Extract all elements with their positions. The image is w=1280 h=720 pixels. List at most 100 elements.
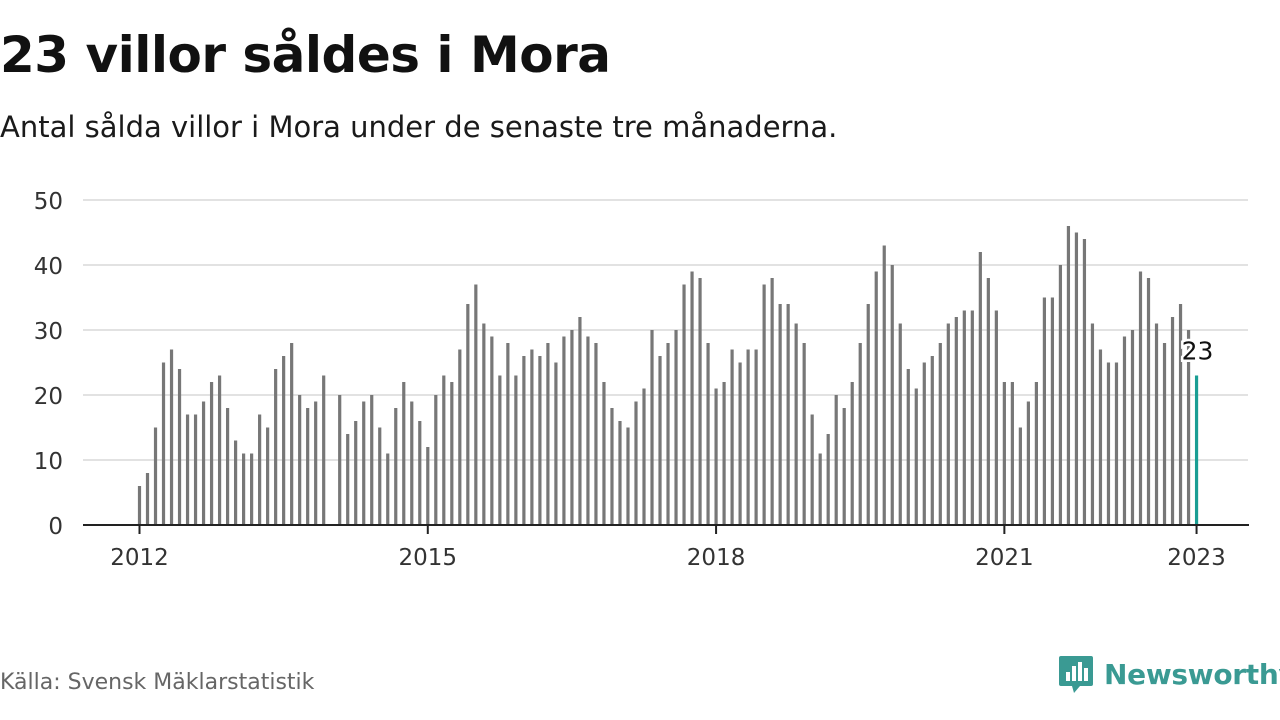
bar [418, 421, 422, 525]
bar [970, 310, 974, 525]
bar [962, 310, 966, 525]
bar [994, 310, 998, 525]
bar [250, 453, 254, 525]
bar [1034, 382, 1038, 525]
bar [866, 304, 870, 525]
bar [1114, 362, 1119, 525]
chart-bubble-icon [1059, 656, 1093, 693]
bar [658, 356, 662, 525]
bar [442, 375, 446, 525]
bar [282, 356, 286, 525]
bar [626, 427, 630, 525]
bar [914, 388, 918, 525]
bar [610, 408, 614, 525]
bar [642, 388, 646, 525]
bar [890, 265, 894, 525]
bar [490, 336, 494, 525]
bar [346, 434, 350, 525]
bar [586, 336, 590, 525]
bar [1106, 362, 1111, 525]
bar [746, 349, 750, 525]
bar [818, 453, 822, 525]
y-tick-label: 0 [48, 514, 63, 540]
bar [225, 408, 230, 525]
bar [274, 369, 278, 525]
y-tick-label: 30 [34, 319, 63, 345]
x-tick-label: 2021 [975, 545, 1034, 571]
bar [362, 401, 366, 525]
bar [690, 271, 694, 525]
brand-name: Newsworthy [1104, 657, 1280, 691]
bar [938, 343, 942, 525]
highlight-value-label: 23 [1182, 337, 1214, 366]
bar [1026, 401, 1030, 525]
bar [354, 421, 358, 525]
bar [1074, 232, 1079, 525]
bar [986, 278, 990, 525]
bar [1042, 297, 1047, 525]
bar [169, 349, 174, 525]
bar [810, 414, 814, 525]
bar [1178, 304, 1183, 525]
bar [378, 427, 382, 525]
bar [386, 453, 390, 525]
bar [922, 362, 926, 525]
highlight-bar [1194, 375, 1199, 525]
brand-logo[interactable]: Newsworthy [1058, 654, 1280, 694]
bar [730, 349, 734, 525]
x-tick-label: 2012 [110, 545, 169, 571]
bar [562, 336, 566, 525]
bar [1050, 297, 1055, 525]
bar [266, 427, 270, 525]
bar [482, 323, 486, 525]
bar [306, 408, 310, 525]
bar [1090, 323, 1095, 525]
bar [1130, 330, 1135, 525]
bar [946, 323, 950, 525]
bar [674, 330, 678, 525]
bar [978, 252, 982, 525]
bar [714, 388, 718, 525]
bar [1058, 265, 1063, 525]
bar [258, 414, 262, 525]
bar [858, 343, 862, 525]
bar [370, 395, 374, 525]
bar [826, 434, 830, 525]
bar [1162, 343, 1167, 525]
chart-subtitle: Antal sålda villor i Mora under de senas… [0, 110, 838, 144]
bar [1010, 382, 1014, 525]
bar [954, 317, 958, 525]
bar [1122, 336, 1127, 525]
bar [578, 317, 582, 525]
bar [506, 343, 510, 525]
bar [209, 382, 214, 525]
bar [602, 382, 606, 525]
bar [874, 271, 878, 525]
bar [538, 356, 542, 525]
bar [233, 440, 238, 525]
bar-chart: 0 10 20 30 40 50 23 2012 2015 2018 2021 2023 [34, 189, 1249, 571]
bar [762, 284, 766, 525]
y-tick-label: 40 [34, 254, 63, 280]
y-tick-label: 20 [34, 384, 63, 410]
bar [145, 473, 150, 525]
bar [682, 284, 686, 525]
bar [153, 427, 158, 525]
bar [882, 245, 886, 525]
bar [834, 395, 838, 525]
x-tick-label: 2023 [1167, 545, 1226, 571]
source-note: Källa: Svensk Mäklarstatistik [0, 670, 315, 695]
bar [474, 284, 478, 525]
bar [466, 304, 470, 525]
bar [1146, 278, 1151, 525]
bar [498, 375, 502, 525]
bar [402, 382, 406, 525]
bar [554, 362, 558, 525]
bar [786, 304, 790, 525]
x-tick-label: 2018 [687, 545, 746, 571]
bar [434, 395, 438, 525]
bar [1186, 330, 1191, 525]
bar [650, 330, 654, 525]
bar [618, 421, 622, 525]
bar [898, 323, 902, 525]
